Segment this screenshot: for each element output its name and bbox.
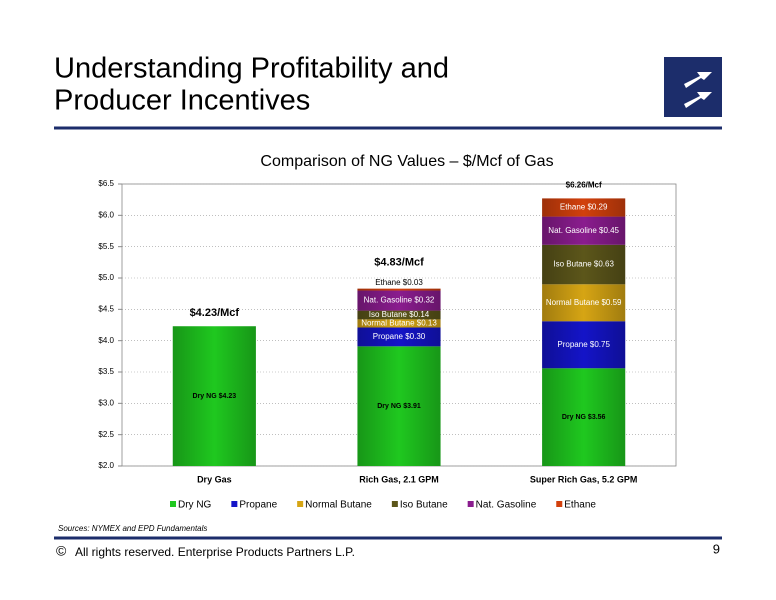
bar-shade bbox=[542, 321, 626, 369]
bar-shade bbox=[542, 284, 626, 322]
bar-shade bbox=[542, 216, 626, 245]
y-tick-label: $4.5 bbox=[98, 304, 114, 313]
bar-shade bbox=[172, 326, 256, 466]
bar-shade bbox=[542, 368, 626, 466]
x-tick-label: Dry Gas bbox=[197, 474, 232, 484]
y-tick-label: $2.0 bbox=[98, 461, 114, 470]
legend-label: Propane bbox=[239, 500, 277, 511]
data-label: Ethane $0.29 bbox=[560, 203, 608, 212]
data-label: Nat. Gasoline $0.32 bbox=[364, 296, 435, 305]
data-label: Propane $0.30 bbox=[373, 332, 426, 341]
y-tick-label: $2.5 bbox=[98, 430, 114, 439]
chart-title: Comparison of NG Values – $/Mcf of Gas bbox=[260, 153, 553, 170]
legend-swatch bbox=[170, 501, 176, 507]
source-note: Sources: NYMEX and EPD Fundamentals bbox=[58, 524, 207, 533]
bar-shade bbox=[357, 346, 441, 466]
bar-shade bbox=[542, 244, 626, 285]
page-number: 9 bbox=[713, 541, 720, 556]
legend-swatch bbox=[231, 501, 238, 507]
legend-swatch bbox=[467, 501, 474, 507]
data-label: Dry NG $4.23 bbox=[193, 393, 237, 400]
data-label: Dry NG $3.56 bbox=[562, 414, 606, 421]
legend-label: Normal Butane bbox=[305, 500, 372, 511]
legend-swatch bbox=[556, 501, 563, 507]
bar-shade bbox=[357, 310, 441, 320]
data-label: Propane $0.75 bbox=[557, 340, 610, 349]
slide-title: Understanding Profitability and bbox=[54, 53, 449, 85]
slide-title: Producer Incentives bbox=[54, 85, 310, 117]
footer-text: All rights reserved. Enterprise Products… bbox=[75, 545, 355, 559]
legend-label: Iso Butane bbox=[400, 500, 448, 511]
bar-shade bbox=[357, 327, 441, 347]
bar-shade bbox=[357, 288, 441, 291]
data-label: Normal Butane $0.13 bbox=[361, 319, 437, 328]
data-label: Iso Butane $0.63 bbox=[553, 260, 614, 269]
y-tick-label: $3.5 bbox=[98, 367, 114, 376]
legend-label: Dry NG bbox=[178, 500, 212, 511]
bar-shade bbox=[542, 198, 626, 217]
data-label: Ethane $0.03 bbox=[375, 278, 423, 287]
logo bbox=[664, 57, 722, 117]
bar-shade bbox=[357, 319, 441, 328]
y-tick-label: $6.0 bbox=[98, 210, 114, 219]
legend-swatch bbox=[297, 501, 304, 507]
y-tick-label: $6.5 bbox=[98, 179, 114, 188]
legend-swatch bbox=[391, 501, 398, 507]
data-label: Normal Butane $0.59 bbox=[546, 298, 622, 307]
total-label: $4.83/Mcf bbox=[374, 257, 424, 269]
x-tick-label: Rich Gas, 2.1 GPM bbox=[359, 474, 439, 484]
data-label: Dry NG $3.91 bbox=[377, 403, 421, 410]
copyright-symbol: © bbox=[56, 543, 67, 559]
legend-label: Ethane bbox=[564, 500, 596, 511]
total-label: $4.23/Mcf bbox=[190, 307, 240, 319]
y-tick-label: $3.0 bbox=[98, 398, 114, 407]
total-label: $6.26/Mcf bbox=[566, 181, 602, 190]
x-tick-label: Super Rich Gas, 5.2 GPM bbox=[530, 474, 638, 484]
y-tick-label: $5.0 bbox=[98, 273, 114, 282]
data-label: Nat. Gasoline $0.45 bbox=[548, 226, 619, 235]
y-tick-label: $5.5 bbox=[98, 242, 114, 251]
data-label: Iso Butane $0.14 bbox=[369, 310, 430, 319]
legend-label: Nat. Gasoline bbox=[476, 500, 537, 511]
bar-shade bbox=[357, 290, 441, 311]
y-tick-label: $4.0 bbox=[98, 336, 114, 345]
